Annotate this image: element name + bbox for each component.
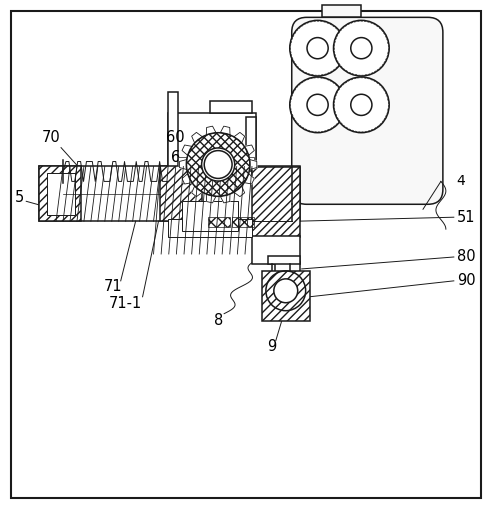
Polygon shape [192, 132, 202, 143]
Text: 60: 60 [166, 130, 184, 145]
Bar [246, 161, 254, 166]
Bar [160, 166, 202, 221]
Bar [252, 236, 300, 264]
Bar [232, 217, 254, 227]
Polygon shape [206, 194, 216, 203]
Bar [262, 271, 309, 321]
Polygon shape [245, 145, 254, 155]
Polygon shape [180, 159, 187, 169]
Circle shape [351, 38, 372, 59]
Bar [39, 166, 81, 221]
Bar [179, 157, 186, 161]
Polygon shape [249, 159, 257, 169]
FancyBboxPatch shape [292, 17, 443, 204]
Bar [183, 201, 238, 231]
Bar [252, 167, 300, 237]
Polygon shape [220, 126, 230, 135]
Polygon shape [245, 174, 254, 184]
Circle shape [204, 151, 232, 179]
Bar [208, 217, 230, 227]
Bar [275, 262, 300, 274]
Circle shape [334, 77, 389, 133]
Circle shape [202, 148, 235, 181]
Polygon shape [192, 186, 202, 196]
Text: 90: 90 [457, 273, 475, 289]
Circle shape [307, 38, 328, 59]
Polygon shape [182, 145, 192, 155]
Polygon shape [206, 126, 216, 135]
Polygon shape [182, 174, 192, 184]
Bar [47, 174, 75, 215]
Polygon shape [220, 194, 230, 203]
Text: 9: 9 [267, 339, 277, 354]
Circle shape [290, 77, 345, 133]
Text: 80: 80 [457, 249, 475, 265]
Bar [262, 271, 309, 321]
Text: 5: 5 [15, 190, 24, 205]
Bar [168, 219, 252, 237]
Text: 51: 51 [457, 210, 475, 224]
Circle shape [186, 133, 250, 196]
Polygon shape [234, 132, 245, 143]
Bar [322, 6, 361, 17]
Text: 71-1: 71-1 [109, 296, 142, 311]
Text: 71: 71 [103, 279, 122, 294]
Bar [39, 166, 300, 221]
Bar [246, 157, 254, 161]
Circle shape [307, 94, 328, 116]
Bar [246, 117, 256, 172]
Text: 4: 4 [457, 175, 465, 188]
Circle shape [290, 20, 345, 76]
Circle shape [274, 279, 298, 303]
Bar [179, 161, 186, 166]
Circle shape [351, 94, 372, 116]
Bar [168, 92, 179, 172]
Bar [160, 166, 202, 221]
Bar [39, 166, 81, 221]
Circle shape [334, 20, 389, 76]
Text: 8: 8 [214, 313, 223, 328]
Bar [210, 101, 252, 113]
Text: 70: 70 [42, 130, 61, 145]
Bar [252, 167, 300, 237]
Bar [168, 113, 256, 167]
Text: 6: 6 [171, 150, 180, 165]
Polygon shape [234, 186, 245, 196]
Bar [268, 256, 300, 264]
